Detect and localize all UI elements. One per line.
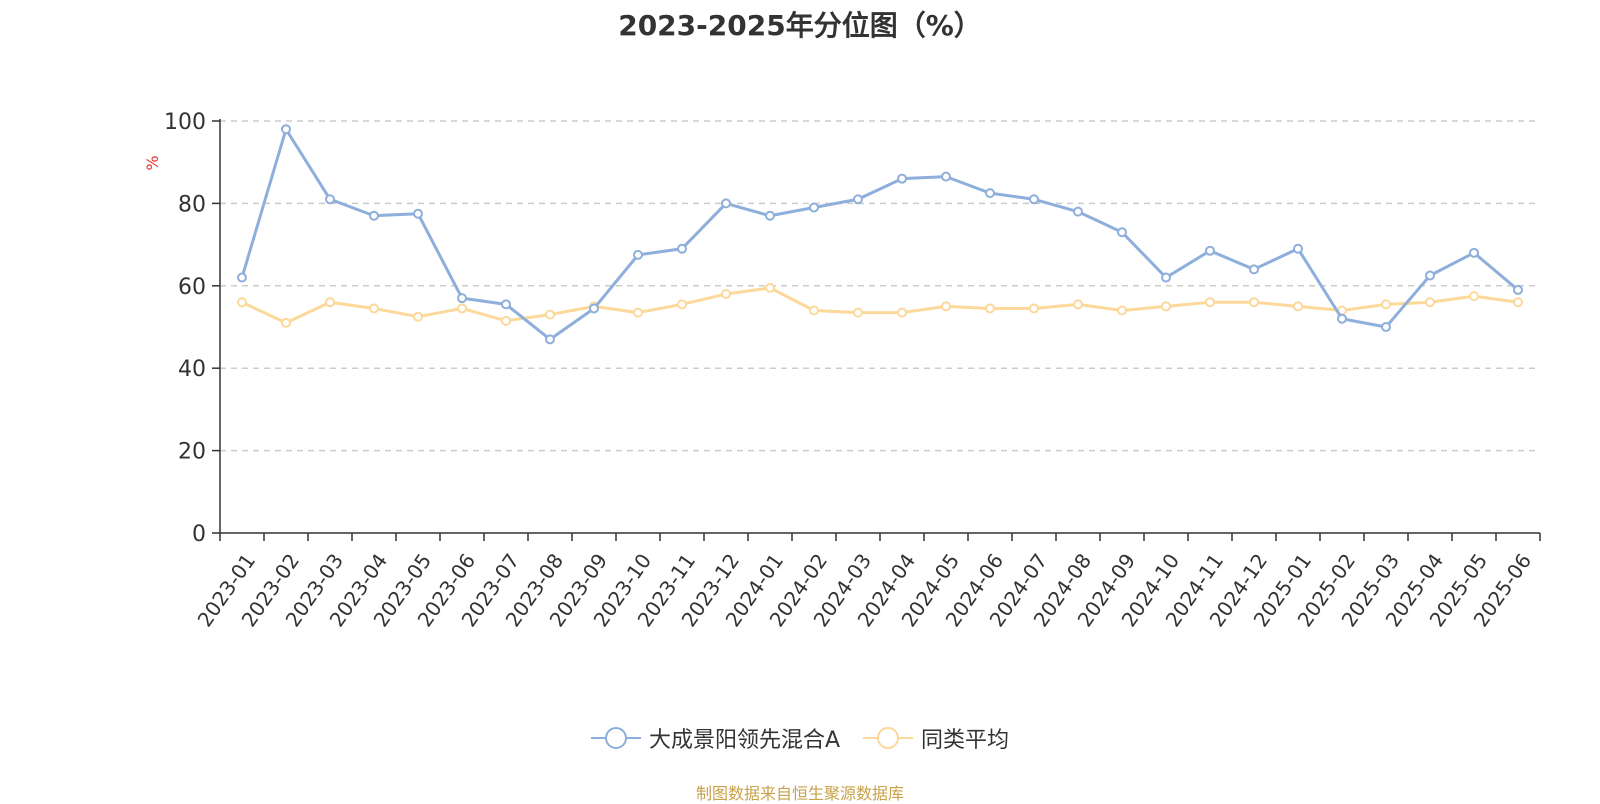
series-1-line (240, 127, 1519, 341)
legend-item-series-2[interactable]: 同类平均 (863, 722, 1009, 754)
series-1-point-27 (1425, 270, 1435, 281)
series-2-point-2 (325, 297, 335, 308)
legend-series-1-icon (590, 727, 641, 749)
series-2-point-9 (633, 307, 643, 318)
series-1-point-8 (589, 303, 599, 314)
series-2-point-18 (1029, 303, 1039, 314)
series-2-point-13 (809, 305, 819, 316)
y-tick-label-5: 100 (164, 110, 206, 135)
series-2-point-22 (1205, 297, 1215, 308)
series-1-point-21 (1161, 272, 1171, 283)
y-tick-label-3: 60 (178, 275, 206, 300)
series-1-point-12 (765, 210, 775, 221)
series-2-point-26 (1381, 299, 1391, 310)
series-lines (237, 124, 1523, 345)
series-1 (237, 124, 1523, 345)
legend: 大成景阳领先混合A 同类平均 (0, 722, 1600, 754)
series-2-point-6 (501, 315, 511, 326)
y-tick-label-4: 80 (178, 192, 206, 217)
series-2-point-10 (677, 299, 687, 310)
series-1-point-29 (1513, 284, 1523, 295)
series-1-point-15 (897, 173, 907, 184)
series-1-point-20 (1117, 227, 1127, 238)
series-1-point-28 (1469, 247, 1479, 258)
series-1-point-19 (1073, 206, 1083, 217)
gridlines (220, 120, 1540, 452)
series-2-point-0 (237, 297, 247, 308)
chart-title: 2023-2025年分位图（%） (618, 9, 982, 42)
series-1-point-18 (1029, 194, 1039, 205)
y-tick-label-2: 40 (178, 357, 206, 382)
series-2-point-1 (281, 317, 291, 328)
series-2-point-17 (985, 303, 995, 314)
series-2-point-7 (545, 309, 555, 320)
series-2-point-27 (1425, 297, 1435, 308)
series-1-point-22 (1205, 245, 1215, 256)
series-2-point-19 (1073, 299, 1083, 310)
series-2-point-23 (1249, 297, 1259, 308)
series-2-point-3 (369, 303, 379, 314)
series-1-point-7 (545, 334, 555, 345)
series-1-point-6 (501, 299, 511, 310)
series-2-point-20 (1117, 305, 1127, 316)
series-1-point-17 (985, 188, 995, 199)
legend-label-series-2: 同类平均 (921, 728, 1010, 753)
series-1-point-5 (457, 293, 467, 304)
series-2-point-11 (721, 289, 731, 300)
series-1-point-23 (1249, 264, 1259, 275)
series-1-point-11 (721, 198, 731, 209)
series-2-point-15 (897, 307, 907, 318)
series-2-point-29 (1513, 297, 1523, 308)
series-2-point-16 (941, 301, 951, 312)
series-2-line (241, 286, 1519, 325)
series-1-point-13 (809, 202, 819, 213)
series-1-point-26 (1381, 322, 1391, 332)
series-2-point-28 (1469, 291, 1479, 302)
series-1-point-0 (237, 272, 247, 283)
series-1-point-16 (941, 171, 951, 182)
y-axis-label: % (143, 155, 162, 170)
series-2 (237, 282, 1523, 328)
series-1-point-10 (677, 243, 687, 254)
series-2-point-24 (1293, 301, 1303, 312)
series-1-point-4 (413, 208, 423, 219)
series-1-point-2 (325, 194, 335, 205)
series-1-point-24 (1293, 243, 1303, 254)
series-1-point-3 (369, 210, 379, 221)
y-tick-label-0: 0 (192, 522, 206, 547)
series-2-point-12 (765, 282, 775, 293)
series-1-point-14 (853, 194, 863, 205)
legend-item-series-1[interactable]: 大成景阳领先混合A (590, 722, 841, 754)
legend-label-series-1: 大成景阳领先混合A (648, 728, 841, 753)
series-2-point-14 (853, 307, 863, 318)
source-footer: 制图数据来自恒生聚源数据库 (695, 784, 904, 803)
axes: 0204060801002023-012023-022023-032023-04… (164, 110, 1541, 631)
y-tick-label-1: 20 (178, 440, 206, 465)
series-2-point-4 (413, 311, 423, 322)
series-1-point-9 (633, 249, 643, 260)
series-2-point-21 (1161, 301, 1171, 312)
series-1-point-25 (1337, 313, 1347, 324)
series-1-point-1 (281, 124, 291, 135)
legend-series-2-icon (863, 727, 914, 749)
series-2-point-5 (457, 303, 467, 314)
